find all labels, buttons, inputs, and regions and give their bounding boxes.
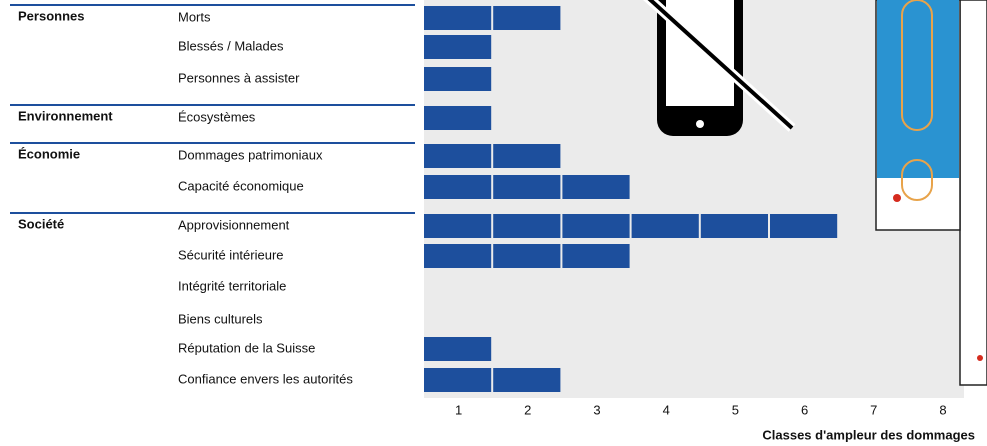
bar-segment [424,337,492,361]
category-label: Intégrité territoriale [178,278,286,293]
bar-segment [562,244,630,268]
bar-segment [424,244,492,268]
category-label: Confiance envers les autorités [178,371,353,386]
bar [424,6,561,30]
group-label: Environnement [18,108,113,123]
bar [424,337,492,361]
bar-segment [493,144,561,168]
bar-segment [424,67,492,91]
bar [424,244,630,268]
category-label: Blessés / Malades [178,38,284,53]
category-label: Dommages patrimoniaux [178,147,323,162]
bar-segment [493,175,561,199]
category-label: Biens culturels [178,311,263,326]
group-label: Économie [18,146,80,161]
group-label: Personnes [18,8,84,23]
bar-segment [424,214,492,238]
bar [424,368,561,392]
bar-segment [424,6,492,30]
x-tick-label: 4 [663,402,670,417]
x-tick-label: 8 [939,402,946,417]
bar-segment [700,214,768,238]
category-label: Capacité économique [178,178,304,193]
document-thumbnails [875,0,987,386]
bar [424,35,492,59]
bar [424,67,492,91]
category-label: Réputation de la Suisse [178,340,315,355]
bar-segment [424,368,492,392]
phone-icon [643,0,796,136]
x-tick-label: 2 [524,402,531,417]
category-label: Écosystèmes [178,109,256,124]
x-tick-label: 5 [732,402,739,417]
bar-segment [424,35,492,59]
bar-segment [424,144,492,168]
x-tick-label: 3 [593,402,600,417]
category-label: Morts [178,9,211,24]
bar [424,175,630,199]
bar-segment [770,214,838,238]
category-label: Personnes à assister [178,70,300,85]
bar-segment [562,175,630,199]
bars [424,6,838,392]
x-tick-label: 6 [801,402,808,417]
x-tick-label: 7 [870,402,877,417]
x-axis-label: Classes d'ampleur des dommages [762,427,975,442]
bar [424,214,838,238]
category-label: Sécurité intérieure [178,247,284,262]
category-label: Approvisionnement [178,217,290,232]
bar [424,144,561,168]
bar-segment [562,214,630,238]
bar-segment [493,214,561,238]
bar [424,106,492,130]
bar-segment [493,6,561,30]
group-label: Société [18,216,64,231]
bar-segment [424,106,492,130]
bar-segment [493,368,561,392]
bar-segment [631,214,699,238]
bar-segment [424,175,492,199]
x-tick-label: 1 [455,402,462,417]
bar-segment [493,244,561,268]
